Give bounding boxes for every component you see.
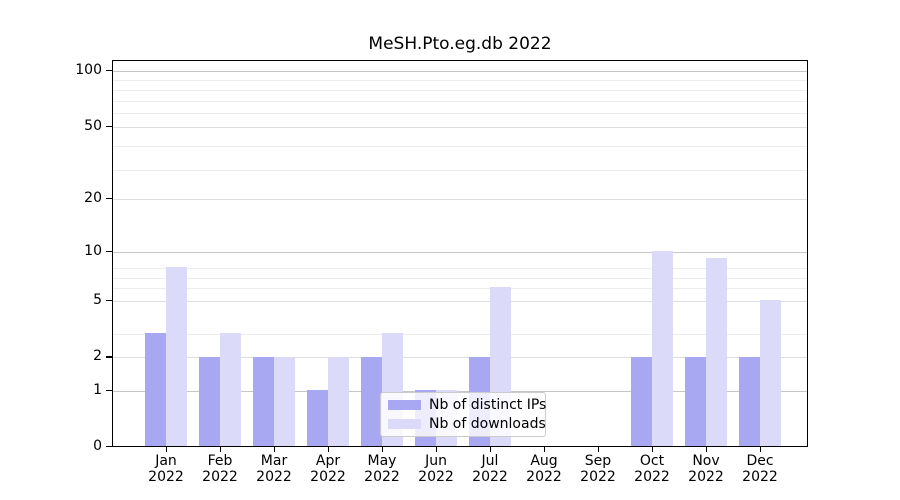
- y-tick-label-50: 50: [84, 117, 102, 134]
- x-tick-mark: [274, 447, 276, 452]
- gridline-minor: [113, 277, 807, 279]
- x-tick-mark: [382, 447, 384, 452]
- chart-title: MeSH.Pto.eg.db 2022: [368, 34, 552, 54]
- y-tick-label-20: 20: [84, 189, 102, 206]
- legend-swatch-downloads-icon: [388, 419, 421, 429]
- x-tick-mark: [760, 447, 762, 452]
- y-tick-mark: [106, 446, 112, 448]
- bar-downloads-apr-2022: [328, 356, 349, 446]
- bar-distinct-ips-feb-2022: [199, 356, 220, 446]
- legend-label-distinct-ips: Nb of distinct IPs: [429, 397, 547, 413]
- x-tick-mark: [490, 447, 492, 452]
- x-tick-mark: [436, 447, 438, 452]
- legend: Nb of distinct IPs Nb of downloads: [380, 392, 546, 437]
- gridline-minor: [113, 267, 807, 269]
- x-tick-label-feb: Feb 2022: [202, 453, 238, 485]
- x-tick-label-mar: Mar 2022: [256, 453, 292, 485]
- gridline-major: [113, 251, 807, 253]
- gridline-minor: [113, 113, 807, 115]
- bar-distinct-ips-mar-2022: [253, 356, 274, 446]
- gridline-minor: [113, 146, 807, 148]
- bar-distinct-ips-dec-2022: [739, 356, 760, 446]
- y-tick-mark: [106, 125, 112, 128]
- gridline-major: [113, 126, 807, 128]
- bar-downloads-jan-2022: [166, 266, 187, 446]
- x-tick-label-oct: Oct 2022: [634, 453, 670, 485]
- gridline-major: [113, 390, 807, 392]
- gridline-major: [113, 70, 807, 72]
- gridline-minor: [113, 334, 807, 336]
- x-tick-label-nov: Nov 2022: [688, 453, 724, 485]
- bar-distinct-ips-jan-2022: [145, 333, 166, 446]
- y-tick-mark: [106, 300, 112, 302]
- bar-distinct-ips-apr-2022: [307, 389, 328, 446]
- x-tick-mark: [706, 447, 708, 452]
- x-tick-label-dec: Dec 2022: [742, 453, 778, 485]
- y-tick-label-10: 10: [84, 242, 102, 259]
- y-tick-mark: [106, 356, 112, 358]
- x-tick-label-may: May 2022: [364, 453, 400, 485]
- gridline-major: [113, 198, 807, 200]
- x-tick-label-jan: Jan 2022: [148, 453, 184, 485]
- gridline-major: [113, 301, 807, 303]
- y-tick-mark: [106, 250, 112, 253]
- bar-distinct-ips-oct-2022: [631, 356, 652, 446]
- x-tick-label-apr: Apr 2022: [310, 453, 346, 485]
- bar-downloads-oct-2022: [652, 250, 673, 446]
- gridline-minor: [113, 80, 807, 82]
- legend-label-downloads: Nb of downloads: [429, 416, 546, 432]
- x-tick-label-aug: Aug 2022: [526, 453, 562, 485]
- x-tick-mark: [652, 447, 654, 452]
- bar-downloads-dec-2022: [760, 300, 781, 446]
- y-tick-mark: [106, 197, 112, 200]
- y-tick-label-2: 2: [93, 348, 102, 365]
- legend-entry-distinct-ips: Nb of distinct IPs: [388, 397, 547, 413]
- bar-distinct-ips-nov-2022: [685, 356, 706, 446]
- y-tick-mark: [106, 69, 112, 72]
- y-tick-label-1: 1: [93, 381, 102, 398]
- legend-swatch-distinct-ips-icon: [388, 400, 421, 410]
- x-tick-label-jul: Jul 2022: [472, 453, 508, 485]
- x-tick-mark: [328, 447, 330, 452]
- y-tick-label-5: 5: [93, 292, 102, 309]
- plot-area: [112, 60, 808, 447]
- x-tick-mark: [220, 447, 222, 452]
- legend-entry-downloads: Nb of downloads: [388, 416, 546, 432]
- x-tick-label-sep: Sep 2022: [580, 453, 616, 485]
- x-tick-mark: [166, 447, 168, 452]
- y-tick-label-100: 100: [75, 61, 102, 78]
- bar-distinct-ips-may-2022: [361, 356, 382, 446]
- bar-downloads-nov-2022: [706, 258, 727, 446]
- gridline-minor: [113, 288, 807, 290]
- bar-downloads-mar-2022: [274, 356, 295, 446]
- gridline-minor: [113, 100, 807, 102]
- x-tick-mark: [544, 447, 546, 452]
- bar-downloads-feb-2022: [220, 333, 241, 446]
- x-tick-mark: [598, 447, 600, 452]
- gridline-major: [113, 357, 807, 359]
- y-tick-mark: [106, 389, 112, 391]
- gridline-minor: [113, 169, 807, 171]
- y-tick-label-0: 0: [93, 438, 102, 454]
- gridline-minor: [113, 89, 807, 91]
- x-tick-label-jun: Jun 2022: [418, 453, 454, 485]
